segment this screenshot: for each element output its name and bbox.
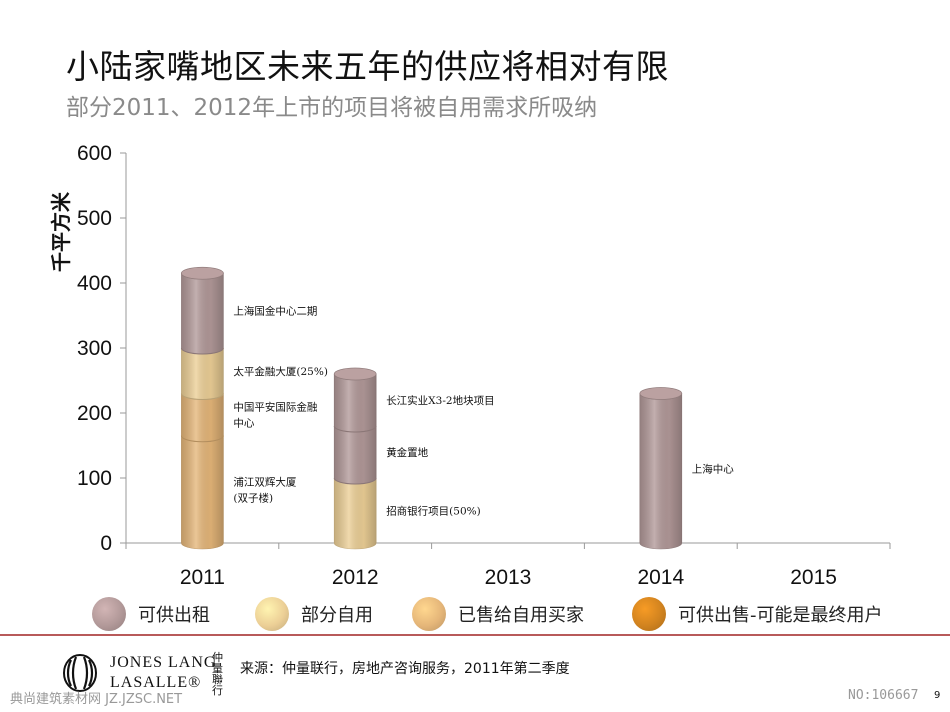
legend-swatch [412,597,446,631]
watermark-right: NO:106667 [848,688,919,703]
legend-swatch [92,597,126,631]
company-logo: JONES LANG LASALLE® 仲量聯行 [62,652,232,696]
bar-top-cap [639,387,683,400]
bar-top-cap [333,367,377,381]
logo-text-line1: JONES LANG [110,654,217,671]
legend-label: 已售给自用买家 [458,605,584,626]
legend-label: 可供出租 [138,605,210,626]
y-tick-label: 600 [77,142,112,165]
bar-segment [333,477,377,550]
logo-text-line2: LASALLE® [110,674,202,691]
legend-swatch [255,597,289,631]
bar-segment [180,266,224,355]
x-tick-label: 2012 [332,566,379,589]
page-title: 小陆家嘴地区未来五年的供应将相对有限 [66,47,669,86]
y-axis: 0 100 200 300 400 500 600 [77,142,127,555]
legend-item: 可供出租 [92,596,210,632]
x-axis: 2011 2012 2013 2014 2015 [125,542,891,589]
x-tick-label: 2011 [180,566,225,589]
y-tick-label: 300 [77,337,112,360]
page-number: 9 [934,690,941,701]
segment-label: 长江实业X3-2地块项目 [386,394,494,407]
segment-label: 中国平安国际金融中心 [233,401,317,430]
bar-segment [333,425,377,485]
legend-swatch [632,597,666,631]
x-tick-label: 2015 [790,566,837,589]
logo-chinese-text: 仲量聯行 [212,651,223,697]
segment-label: 上海国金中心二期 [233,305,317,318]
y-axis-label: 千平方米 [49,191,73,272]
legend-item: 可供出售-可能是最终用户 [632,596,883,632]
segment-label: 招商银行项目(50%) [386,505,481,518]
bar-segment [333,367,377,433]
bar-segment [180,393,224,443]
legend-item: 部分自用 [255,596,373,632]
bar-segment [180,347,224,400]
y-tick-label: 200 [77,402,112,425]
stacked-bar-chart: 0 100 200 300 400 500 600 2011 2012 2013 2014 2015… [49,142,891,589]
y-tick-label: 400 [77,272,112,295]
legend-label: 部分自用 [301,605,373,626]
bar-segment [639,387,683,550]
legend-label: 可供出售-可能是最终用户 [678,605,883,626]
segment-labels: 浦江双辉大厦(双子楼) 中国平安国际金融中心 太平金融大厦(25%) 上海国金中心二期… [233,305,734,518]
x-tick-label: 2014 [637,566,684,589]
segment-label: 黄金置地 [386,446,428,459]
footer-divider [0,634,950,636]
y-tick-label: 100 [77,467,112,490]
y-tick-label: 0 [100,532,112,555]
bar-segment [181,435,224,550]
segment-label: 太平金融大厦(25%) [233,365,328,378]
segment-label: 上海中心 [692,462,734,475]
watermark-left: 典尚建筑素材网 JZ.JZSC.NET [10,692,183,707]
page-subtitle: 部分2011、2012年上市的项目将被自用需求所吸纳 [66,95,598,121]
bars [180,266,683,550]
jll-logo-icon [63,654,97,692]
x-tick-label: 2013 [485,566,532,589]
segment-label: 浦江双辉大厦(双子楼) [233,475,296,504]
y-tick-label: 500 [77,207,112,230]
bar-top-cap [180,266,224,280]
legend-item: 已售给自用买家 [412,596,584,632]
source-note: 来源：仲量联行，房地产咨询服务，2011年第二季度 [240,661,570,677]
